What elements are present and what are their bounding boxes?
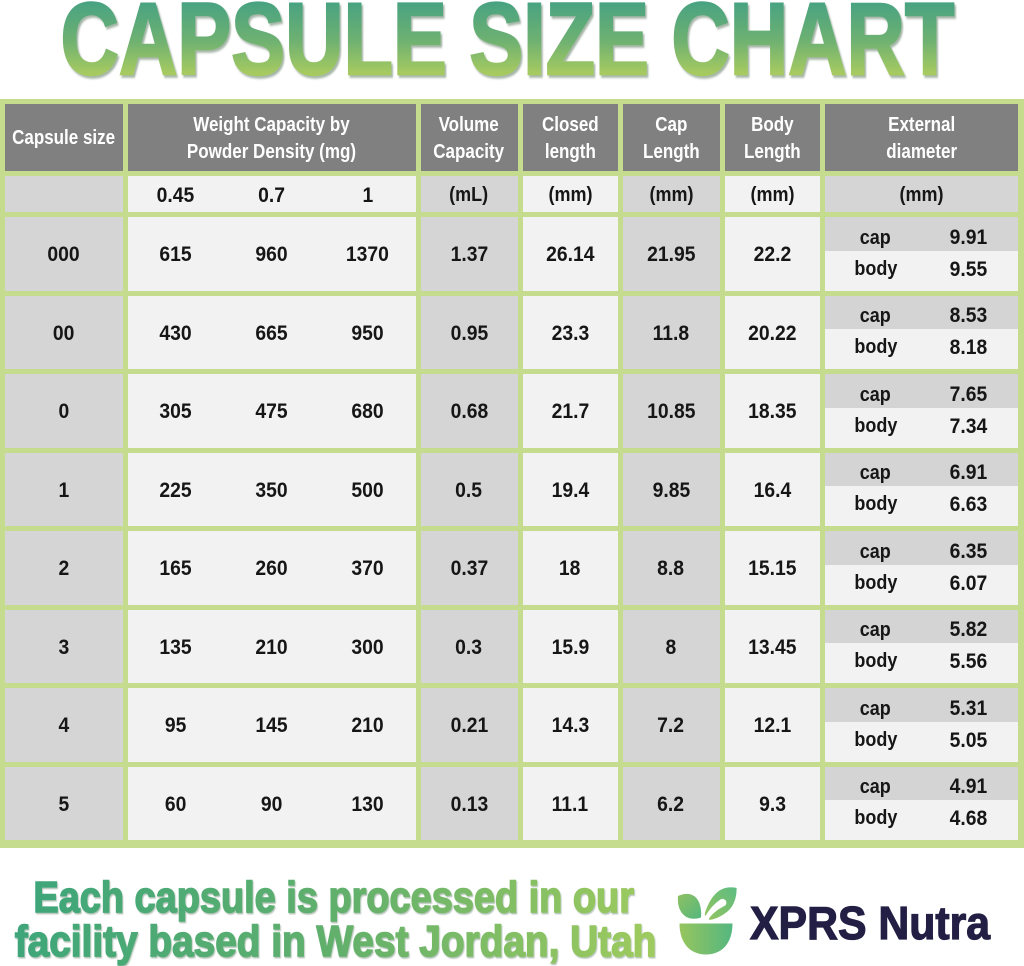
svg-text:CAPSULE SIZE CHART: CAPSULE SIZE CHART <box>61 0 955 96</box>
svg-text:facility based in West Jordan,: facility based in West Jordan, Utah <box>15 916 657 966</box>
svg-text:Each capsule is processed in o: Each capsule is processed in our <box>33 872 634 921</box>
